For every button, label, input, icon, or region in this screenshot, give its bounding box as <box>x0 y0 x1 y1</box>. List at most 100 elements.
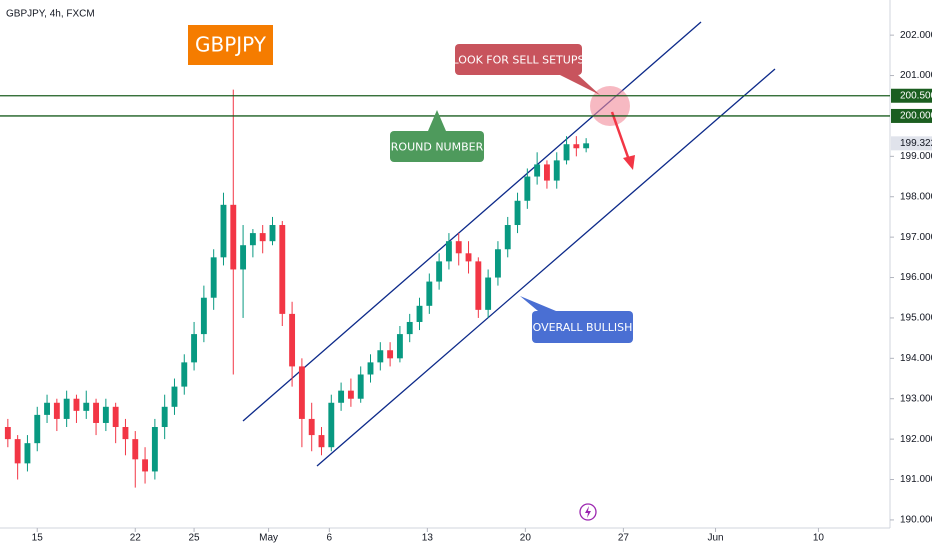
candle-body <box>367 362 374 375</box>
candle-body <box>387 350 394 359</box>
callout-box <box>390 131 484 162</box>
callout-text: ROUND NUMBER <box>391 141 484 154</box>
candle-body <box>102 406 109 423</box>
candle-body <box>465 253 472 262</box>
level-label: 200.000 <box>900 111 932 122</box>
channel-upper <box>242 21 702 422</box>
candle-body <box>298 366 305 419</box>
x-tick-label: 22 <box>130 533 142 544</box>
candle-body <box>53 402 60 419</box>
symbol-header: GBPJPY, 4h, FXCM <box>6 9 95 20</box>
level-label: 200.500 <box>900 90 932 101</box>
callout-pointer <box>520 296 556 311</box>
y-tick-label: 201.000 <box>900 70 932 81</box>
candle-body <box>14 439 21 464</box>
candle-body <box>308 418 315 436</box>
candle-body <box>73 398 80 411</box>
candle-body <box>161 406 168 428</box>
candle-body <box>220 204 227 258</box>
candle-body <box>445 241 452 262</box>
candle-body <box>406 321 413 335</box>
title-box <box>188 25 273 65</box>
candle-body <box>151 427 158 472</box>
x-tick-label: 13 <box>422 533 434 544</box>
candle-body <box>426 281 433 306</box>
y-tick-label: 192.000 <box>900 434 932 445</box>
x-tick-label: 20 <box>520 533 532 544</box>
last-price-label: 199.322 <box>900 138 932 149</box>
candle-body <box>396 334 403 359</box>
candle-body <box>524 176 531 201</box>
candle-body <box>93 402 99 423</box>
candle-body <box>534 164 541 177</box>
candle-body <box>83 402 90 411</box>
callout-box <box>532 311 633 343</box>
candle-body <box>44 402 50 415</box>
candle-body <box>347 390 354 399</box>
candle-body <box>34 414 41 444</box>
chart-title: GBPJPY <box>195 33 267 57</box>
candle-body <box>514 200 521 226</box>
x-tick-label: 25 <box>189 533 201 544</box>
y-tick-label: 194.000 <box>900 353 932 364</box>
y-tick-label: 198.000 <box>900 191 932 202</box>
y-tick-label: 190.000 <box>900 515 932 526</box>
level-label-box <box>891 108 932 123</box>
candle-body <box>4 427 11 440</box>
candle-body <box>279 225 286 314</box>
candle-body <box>249 233 256 246</box>
candle-body <box>181 362 188 387</box>
arrow-head <box>623 155 635 170</box>
candle-body <box>289 313 296 367</box>
candle-body <box>563 144 570 161</box>
candle-body <box>142 459 149 472</box>
callout-pointer <box>428 110 446 131</box>
channel-lower <box>316 68 776 467</box>
y-tick-label: 193.000 <box>900 393 932 404</box>
candle-body <box>436 261 443 282</box>
candle-body <box>553 160 560 181</box>
candle-body <box>132 439 139 460</box>
arrow-shaft <box>610 111 631 161</box>
candle-body <box>338 390 345 403</box>
candle-body <box>200 297 207 335</box>
x-tick-label: 6 <box>327 533 333 544</box>
candle-body <box>259 233 266 242</box>
candle-body <box>240 245 247 270</box>
candle-body <box>357 374 364 399</box>
candle-body <box>122 427 129 440</box>
level-label-box <box>891 88 932 103</box>
candle-body <box>377 350 384 363</box>
y-tick-label: 195.000 <box>900 313 932 324</box>
y-tick-label: 199.000 <box>900 151 932 162</box>
callout-text: OVERALL BULLISH <box>533 321 633 334</box>
candle-body <box>24 443 31 464</box>
callout-box <box>455 44 582 75</box>
candle-body <box>191 334 198 363</box>
candle-body <box>112 406 119 428</box>
channel <box>242 21 776 467</box>
candle-body <box>455 241 462 254</box>
candle-body <box>475 261 482 310</box>
candle-body <box>543 164 550 181</box>
y-tick-label: 191.000 <box>900 474 932 485</box>
candle-body <box>318 435 325 448</box>
candle-body <box>328 402 335 448</box>
candle-body <box>269 225 276 242</box>
candle-body <box>416 305 423 322</box>
candle-body <box>171 386 178 407</box>
event-icon <box>579 503 597 521</box>
candle-body <box>494 249 501 278</box>
candle-body <box>504 225 511 250</box>
event-bolt <box>585 506 591 518</box>
last-price-box <box>891 136 932 151</box>
candle-body <box>230 204 237 270</box>
x-tick-label: 15 <box>32 533 44 544</box>
callout-text: LOOK FOR SELL SETUPS <box>453 54 585 67</box>
x-tick-label: May <box>259 533 278 544</box>
y-tick-label: 196.000 <box>900 272 932 283</box>
candle-body <box>63 398 70 419</box>
